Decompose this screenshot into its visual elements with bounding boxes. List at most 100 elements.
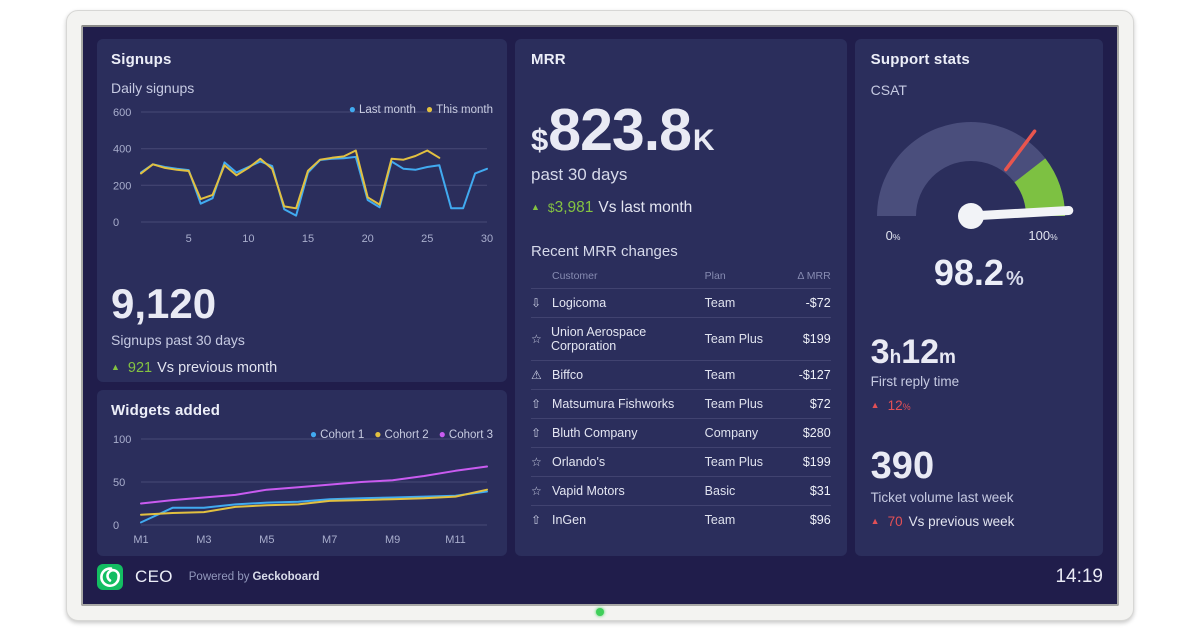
- legend-dot-magenta-icon: ●: [438, 427, 446, 441]
- first-reply-delta: ▲ 12%: [871, 398, 1087, 413]
- svg-text:0%: 0%: [885, 228, 900, 243]
- customer-name: Matsumura Fishworks: [552, 397, 675, 412]
- legend-dot-blue-icon: ●: [348, 102, 356, 116]
- monitor-frame: Signups Daily signups ● Last month ● This …: [66, 10, 1134, 621]
- svg-text:200: 200: [113, 180, 131, 192]
- mrr-delta-value: $3,981: [547, 199, 594, 217]
- widgets-added-chart: 0 50 100 M1 M3 M5 M7 M9 M11: [113, 434, 488, 546]
- ticket-delta-label: Vs previous week: [908, 514, 1015, 529]
- triangle-up-icon: ▲: [870, 400, 880, 410]
- table-row: ☆ Orlando's Team Plus $199: [531, 447, 831, 476]
- signups-delta-label: Vs previous month: [157, 360, 278, 376]
- column-header-customer: Customer: [552, 270, 598, 283]
- svg-text:20: 20: [362, 233, 374, 244]
- power-led-icon: [596, 608, 604, 616]
- table-row: ⇧ InGen Team $96: [531, 505, 831, 534]
- svg-text:400: 400: [113, 144, 131, 156]
- signups-total: 9,120: [111, 280, 217, 327]
- delta-mrr-cell: -$127: [798, 368, 831, 383]
- table-row: ⇧ Matsumura Fishworks Team Plus $72: [531, 389, 831, 418]
- column-header-delta-mrr: Δ MRR: [797, 270, 831, 283]
- support-panel-title: Support stats: [870, 51, 970, 68]
- support-stats-panel: Support stats CSAT 0% 100% 98.2% 3h12m Fi…: [854, 39, 1103, 556]
- mrr-value: $823.8 K: [531, 97, 715, 163]
- plan-cell: Team: [704, 368, 736, 383]
- star-icon: ☆: [531, 455, 542, 470]
- svg-text:30: 30: [481, 233, 493, 244]
- star-icon: ☆: [531, 484, 542, 499]
- ticket-volume-label: Ticket volume last week: [870, 490, 1014, 505]
- geckoboard-logo-icon: [97, 564, 123, 590]
- delta-mrr-cell: $199: [802, 455, 831, 470]
- csat-value: 98.2%: [933, 252, 1024, 293]
- delta-mrr-cell: $72: [809, 397, 831, 412]
- clock: 14:19: [1055, 566, 1103, 587]
- delta-mrr-cell: -$72: [805, 296, 831, 311]
- legend-item-this-month: ● This month: [425, 102, 493, 116]
- table-row: ☆ Union Aerospace Corporation Team Plus $19…: [531, 317, 831, 360]
- mrr-period-label: past 30 days: [531, 165, 628, 185]
- first-reply-time-label: First reply time: [870, 374, 960, 389]
- ticket-delta-value: 70: [887, 514, 903, 529]
- customer-name: Bluth Company: [552, 426, 638, 441]
- plan-cell: Team: [704, 513, 736, 528]
- arrow-up-icon: ⇧: [531, 426, 542, 441]
- dashboard-name: CEO: [135, 567, 173, 586]
- triangle-up-icon: ▲: [870, 516, 880, 526]
- column-header-plan: Plan: [704, 270, 726, 283]
- signups-panel-title: Signups: [111, 51, 172, 68]
- widgets-added-panel: Widgets added ● Cohort 1 ● Cohort 2 ● Cohor…: [97, 390, 507, 556]
- daily-signups-legend: ● Last month ● This month: [349, 102, 493, 116]
- plan-cell: Basic: [704, 484, 736, 499]
- svg-text:25: 25: [421, 233, 433, 244]
- first-reply-time-value: 3h12m: [870, 333, 956, 371]
- legend-item-cohort-1: ● Cohort 1: [309, 427, 365, 441]
- triangle-up-icon: ▲: [111, 362, 120, 372]
- mrr-delta-label: Vs last month: [598, 199, 693, 217]
- currency-symbol: $: [531, 122, 549, 157]
- daily-signups-chart-title: Daily signups: [111, 80, 195, 96]
- csat-label: CSAT: [870, 82, 907, 98]
- svg-text:M1: M1: [133, 534, 148, 545]
- legend-item-cohort-3: ● Cohort 3: [438, 427, 493, 441]
- svg-text:M7: M7: [322, 534, 337, 545]
- widgets-panel-title: Widgets added: [111, 402, 221, 419]
- customer-name: Union Aerospace Corporation: [550, 325, 647, 354]
- signups-panel: Signups Daily signups ● Last month ● This …: [97, 39, 507, 382]
- table-row: ⇧ Bluth Company Company $280: [531, 418, 831, 447]
- customer-name: Biffco: [552, 368, 584, 383]
- customer-name: Logicoma: [552, 296, 607, 311]
- mrr-panel-title: MRR: [531, 51, 566, 68]
- svg-text:0: 0: [113, 520, 119, 532]
- arrow-up-icon: ⇧: [531, 397, 542, 412]
- legend-item-cohort-2: ● Cohort 2: [374, 427, 429, 441]
- legend-dot-yellow-icon: ●: [374, 427, 382, 441]
- legend-dot-yellow-icon: ●: [425, 102, 434, 116]
- svg-text:50: 50: [113, 477, 125, 489]
- signups-delta-value: 921: [127, 360, 153, 376]
- delta-mrr-cell: $280: [802, 426, 831, 441]
- signups-total-label: Signups past 30 days: [111, 332, 245, 348]
- svg-text:M9: M9: [385, 534, 400, 545]
- signups-delta: ▲ 921 Vs previous month: [111, 360, 493, 376]
- mrr-table-title: Recent MRR changes: [531, 243, 678, 261]
- plan-cell: Team Plus: [704, 332, 764, 347]
- svg-text:100: 100: [113, 434, 131, 446]
- widgets-added-legend: ● Cohort 1 ● Cohort 2 ● Cohort 3: [310, 427, 493, 441]
- dashboard-footer: CEO Powered by Geckoboard 14:19: [97, 562, 1103, 592]
- delta-mrr-cell: $31: [809, 484, 831, 499]
- svg-text:15: 15: [302, 233, 314, 244]
- table-header-row: Customer Plan Δ MRR: [531, 270, 831, 288]
- powered-by-label: Powered by Geckoboard: [188, 571, 320, 583]
- mrr-delta: ▲ $3,981 Vs last month: [531, 199, 831, 217]
- table-row: ⚠ Biffco Team -$127: [531, 360, 831, 389]
- plan-cell: Company: [704, 426, 759, 441]
- svg-text:10: 10: [242, 233, 254, 244]
- delta-mrr-cell: $199: [802, 332, 831, 347]
- customer-name: Orlando's: [552, 455, 606, 470]
- svg-text:0: 0: [113, 217, 119, 229]
- legend-item-last-month: ● Last month: [348, 102, 416, 116]
- table-row: ⇩ Logicoma Team -$72: [531, 288, 831, 317]
- mrr-panel: MRR $823.8 K past 30 days ▲ $3,981 Vs las…: [515, 39, 847, 556]
- plan-cell: Team: [704, 296, 736, 311]
